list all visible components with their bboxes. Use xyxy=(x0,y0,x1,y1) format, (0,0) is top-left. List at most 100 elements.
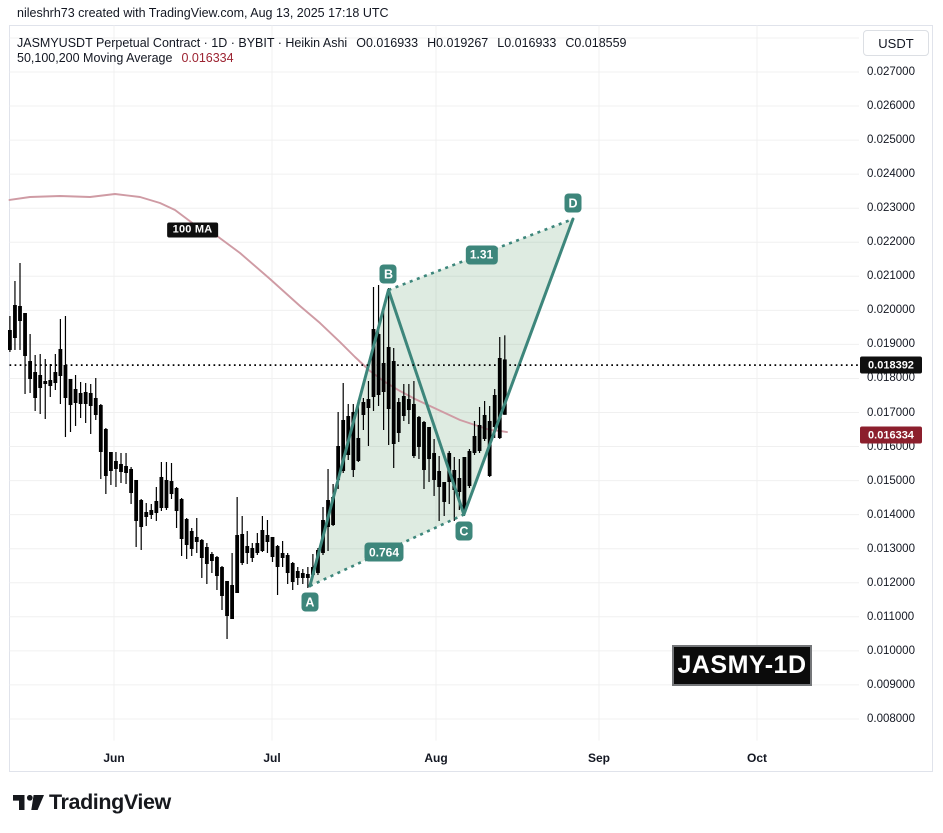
candle-body xyxy=(103,429,108,477)
candle-body xyxy=(492,394,497,428)
price-tick-label: 0.024000 xyxy=(867,168,915,181)
candle-body xyxy=(83,392,88,404)
candle-body xyxy=(351,411,356,471)
candle-body xyxy=(290,563,295,583)
ma-100-line xyxy=(8,193,508,433)
candle-body xyxy=(199,539,204,558)
candle-body xyxy=(174,487,179,512)
candle-body xyxy=(295,571,300,578)
pattern-solid-line xyxy=(386,288,466,517)
indicator-title: 50,100,200 Moving Average xyxy=(17,51,173,65)
candle-body xyxy=(376,334,381,395)
candle-body xyxy=(63,365,68,398)
time-tick-label: Oct xyxy=(746,751,768,765)
candle-body xyxy=(139,500,144,528)
candle-body xyxy=(285,554,290,574)
pattern-ratio-label[interactable]: 1.31 xyxy=(465,245,498,264)
pattern-point-label-b[interactable]: B xyxy=(379,264,397,284)
candle-body xyxy=(240,533,245,564)
candle-body xyxy=(8,329,12,350)
candle-body xyxy=(260,530,265,552)
pattern-point-label-d[interactable]: D xyxy=(564,193,582,213)
candle-body xyxy=(406,399,411,411)
candle-body xyxy=(467,451,472,487)
ohlc-high: H0.019267 xyxy=(427,36,489,50)
candle-body xyxy=(245,546,250,553)
tradingview-logo-text: TradingView xyxy=(49,790,171,814)
candle-body xyxy=(265,535,270,542)
pattern-ratio-label[interactable]: 0.764 xyxy=(364,542,404,562)
candle-body xyxy=(502,359,507,415)
price-tick-label: 0.023000 xyxy=(867,202,915,215)
candle-body xyxy=(68,378,73,406)
candle-body xyxy=(48,380,53,387)
candle-body xyxy=(482,414,487,439)
candle-body xyxy=(134,479,139,521)
time-tick-label: Sep xyxy=(587,751,611,765)
price-tick-label: 0.014000 xyxy=(867,508,915,521)
candle-body xyxy=(119,463,123,472)
ohlc-low: L0.016933 xyxy=(497,36,557,50)
candle-body xyxy=(210,554,214,561)
candle-body xyxy=(270,536,275,558)
price-tick-label: 0.022000 xyxy=(867,236,915,249)
candle-body xyxy=(346,416,351,455)
candle-body xyxy=(300,573,305,578)
candle-body xyxy=(396,402,401,433)
candle-body xyxy=(422,421,426,471)
candle-body xyxy=(427,427,431,460)
price-tick-label: 0.015000 xyxy=(867,474,915,487)
currency-unit-button[interactable]: USDT xyxy=(863,30,929,56)
time-tick-label: Jul xyxy=(263,751,281,765)
candle-body xyxy=(73,389,78,404)
candle-body xyxy=(184,519,189,545)
candle-body xyxy=(13,305,17,338)
candle-body xyxy=(149,509,154,515)
candle-body xyxy=(432,452,436,480)
candle-body xyxy=(477,424,482,452)
candle-body xyxy=(43,381,48,385)
candle-body xyxy=(331,497,335,526)
candle-body xyxy=(124,465,128,474)
candle-body xyxy=(472,435,477,453)
candle-body xyxy=(18,305,22,322)
candle-body xyxy=(154,500,159,514)
pattern-solid-line xyxy=(462,217,575,517)
pattern-point-label-c[interactable]: C xyxy=(455,521,473,541)
indicator-value: 0.016334 xyxy=(181,51,234,65)
pattern-point-label-a[interactable]: A xyxy=(301,592,319,612)
candle-body xyxy=(225,581,229,617)
price-tick-label: 0.026000 xyxy=(867,100,915,113)
candle-body xyxy=(38,375,43,388)
candle-body xyxy=(169,481,174,495)
tradingview-logo[interactable]: TradingView xyxy=(13,790,171,815)
pattern-fill xyxy=(309,218,573,586)
candle-body xyxy=(452,470,457,490)
candle-body xyxy=(386,346,391,409)
price-tick-label: 0.008000 xyxy=(867,712,915,725)
candle-body xyxy=(361,402,366,415)
legend-symbol-row[interactable]: JASMYUSDT Perpetual Contract · 1D · BYBI… xyxy=(17,36,627,51)
current-price-label: 0.018392 xyxy=(860,356,922,374)
candle-body xyxy=(88,392,93,406)
candle-body xyxy=(194,536,199,542)
candle-body xyxy=(220,566,224,596)
pattern-solid-line xyxy=(308,288,390,588)
candle-body xyxy=(129,468,133,493)
price-tick-label: 0.013000 xyxy=(867,542,915,555)
candle-body xyxy=(391,361,396,444)
candle-body xyxy=(255,543,260,553)
candle-body xyxy=(497,357,502,439)
legend-indicator-row[interactable]: 50,100,200 Moving Average 0.016334 xyxy=(17,51,627,66)
candle-body xyxy=(336,446,341,480)
chart-pane xyxy=(9,25,933,772)
price-tick-label: 0.019000 xyxy=(867,338,915,351)
candle-body xyxy=(371,329,376,398)
ohlc-close: C0.018559 xyxy=(565,36,627,50)
price-tick-label: 0.017000 xyxy=(867,406,915,419)
candle-body xyxy=(28,361,32,379)
candle-body xyxy=(215,557,219,577)
candle-body xyxy=(78,392,83,404)
candle-body xyxy=(462,457,467,512)
